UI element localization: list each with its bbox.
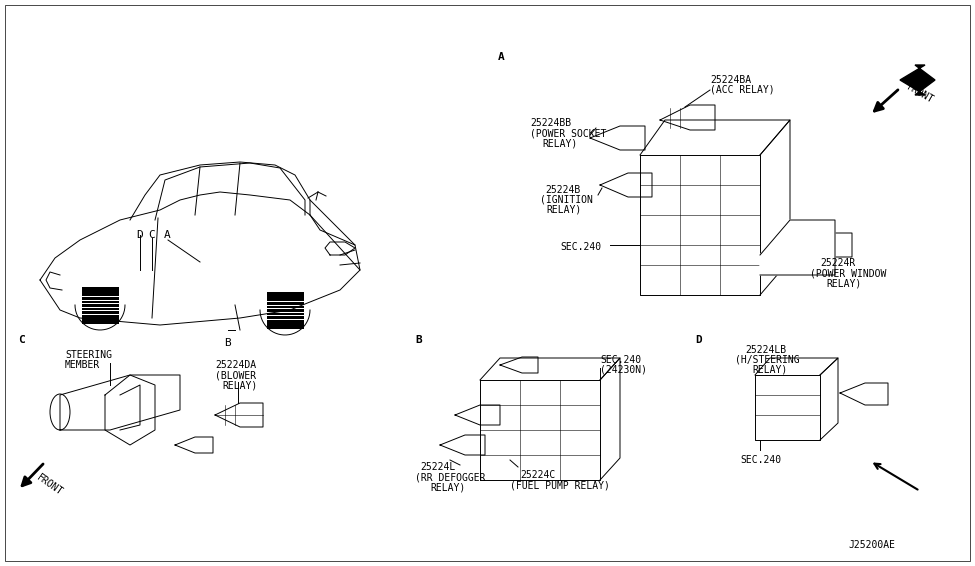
Text: B: B	[224, 338, 231, 348]
Text: (POWER SOCKET: (POWER SOCKET	[530, 128, 606, 138]
Text: RELAY): RELAY)	[826, 278, 861, 288]
Text: C: C	[148, 230, 155, 240]
Text: FRONT: FRONT	[35, 472, 64, 497]
Text: J25200AE: J25200AE	[848, 540, 895, 550]
Text: A: A	[164, 230, 171, 240]
Text: RELAY): RELAY)	[430, 482, 465, 492]
Text: MEMBER: MEMBER	[65, 360, 100, 370]
Text: (BLOWER: (BLOWER	[215, 370, 256, 380]
Text: (POWER WINDOW: (POWER WINDOW	[810, 268, 886, 278]
Text: SEC.240: SEC.240	[740, 455, 781, 465]
Text: 25224LB: 25224LB	[745, 345, 786, 355]
Text: SEC.240: SEC.240	[600, 355, 642, 365]
Polygon shape	[900, 65, 935, 95]
Text: RELAY): RELAY)	[222, 380, 257, 390]
Text: (RR DEFOGGER: (RR DEFOGGER	[415, 472, 486, 482]
Text: (FUEL PUMP RELAY): (FUEL PUMP RELAY)	[510, 480, 610, 490]
Text: D: D	[695, 335, 702, 345]
Text: (H/STEERING: (H/STEERING	[735, 355, 799, 365]
Text: RELAY): RELAY)	[542, 138, 577, 148]
Text: 25224C: 25224C	[520, 470, 555, 480]
Text: D: D	[136, 230, 142, 240]
Text: B: B	[415, 335, 422, 345]
Text: (IGNITION: (IGNITION	[540, 195, 593, 205]
Text: RELAY): RELAY)	[752, 365, 787, 375]
Text: SEC.240: SEC.240	[560, 242, 602, 252]
Text: 25224DA: 25224DA	[215, 360, 256, 370]
Text: 25224L: 25224L	[420, 462, 455, 472]
Text: A: A	[498, 52, 505, 62]
Polygon shape	[760, 220, 835, 275]
Text: FRONT: FRONT	[905, 82, 935, 105]
Text: STEERING: STEERING	[65, 350, 112, 360]
Text: RELAY): RELAY)	[546, 205, 581, 215]
Text: 25224R: 25224R	[820, 258, 855, 268]
Text: 25224BB: 25224BB	[530, 118, 571, 128]
Text: 25224B: 25224B	[545, 185, 580, 195]
Text: C: C	[18, 335, 24, 345]
Text: (ACC RELAY): (ACC RELAY)	[710, 85, 774, 95]
Text: 25224BA: 25224BA	[710, 75, 751, 85]
Text: (24230N): (24230N)	[600, 365, 647, 375]
